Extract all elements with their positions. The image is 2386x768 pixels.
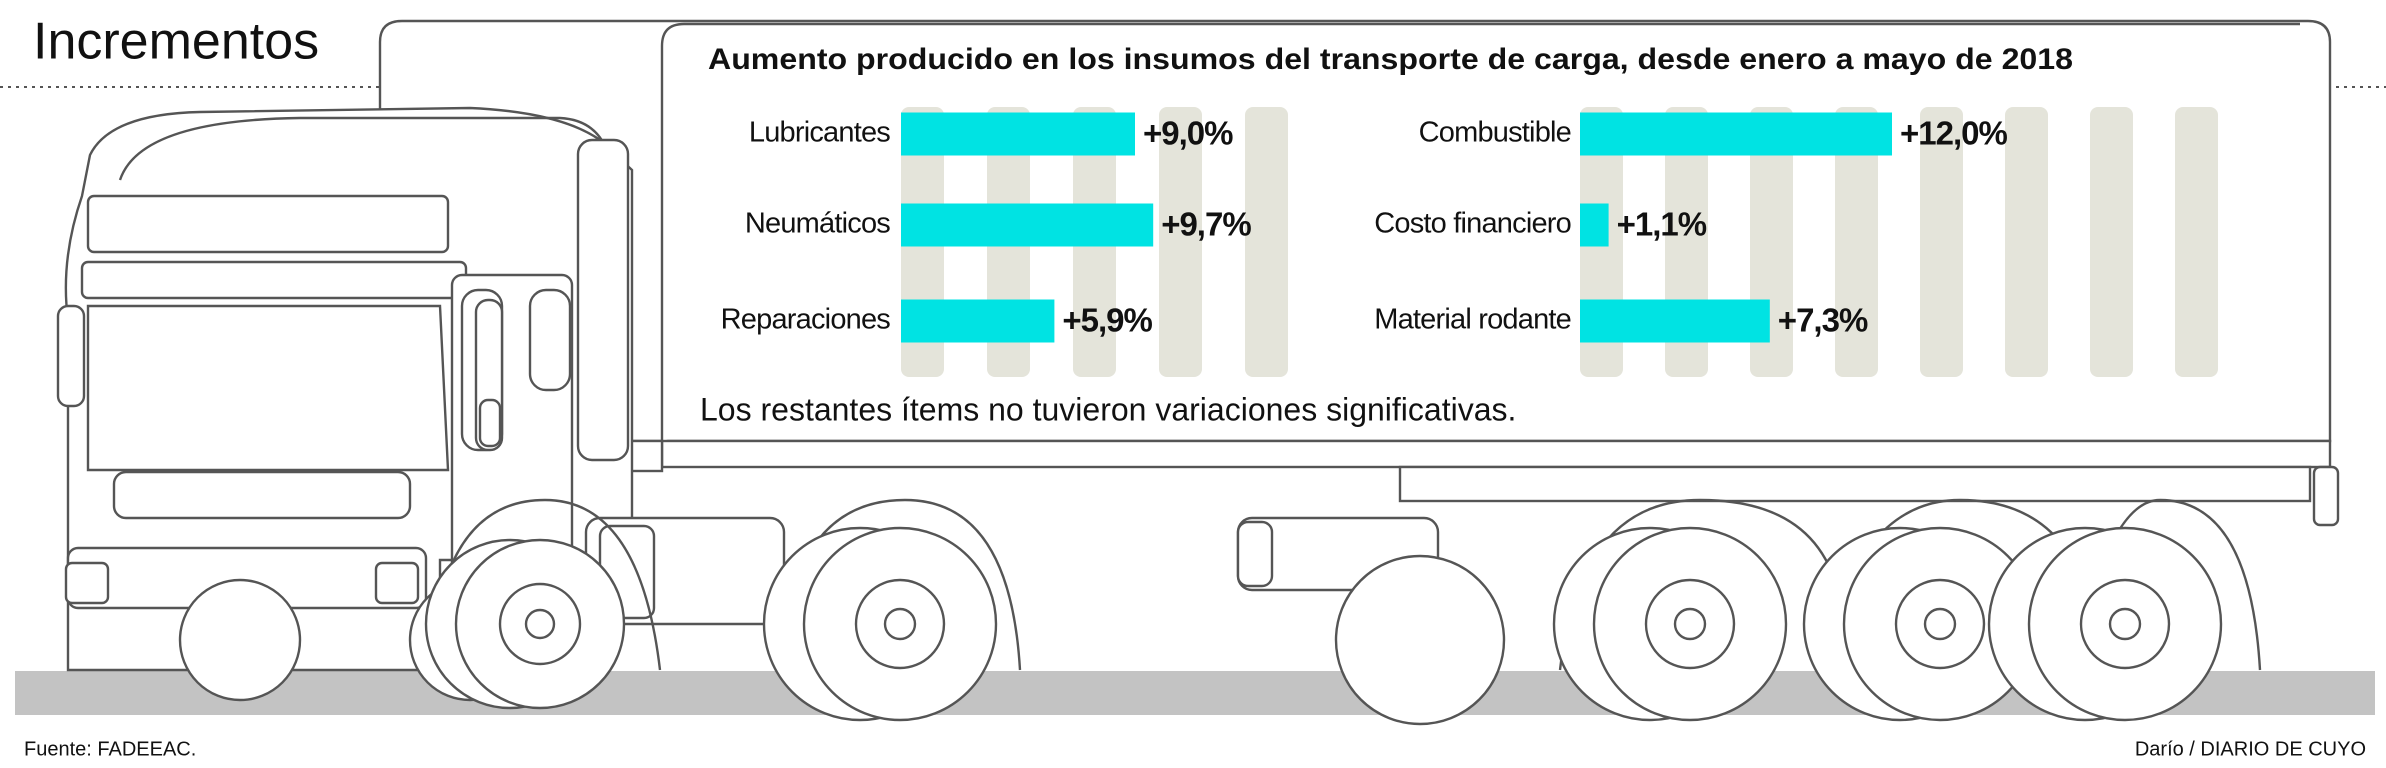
truck-part — [1923, 607, 1957, 641]
background-stripe — [1835, 107, 1878, 377]
category-label: Material rodante — [1374, 304, 1571, 336]
category-label: Combustible — [1419, 117, 1571, 149]
credit: Darío / DIARIO DE CUYO — [2135, 738, 2366, 760]
chart-title: Aumento producido en los insumos del tra… — [708, 43, 2073, 76]
truck-part — [576, 138, 630, 462]
background-stripe — [1920, 107, 1963, 377]
category-label: Lubricantes — [749, 117, 890, 149]
charts: Lubricantes +9,0% Neumáticos +9,7% Reparacio… — [721, 112, 2008, 343]
background-stripe — [2175, 107, 2218, 377]
truck-part — [64, 561, 110, 605]
truck-part — [56, 304, 86, 408]
background-stripe — [1245, 107, 1288, 377]
bar — [901, 112, 1135, 156]
headline: Incrementos — [33, 13, 319, 71]
truck-part — [2108, 607, 2142, 641]
truck-part — [112, 470, 412, 520]
category-label: Reparaciones — [721, 304, 891, 336]
note: Los restantes ítems no tuvieron variacio… — [700, 391, 1516, 427]
value-label: +5,9% — [1062, 302, 1152, 339]
bar — [1580, 112, 1892, 156]
truck-part — [524, 608, 556, 640]
value-label: +7,3% — [1778, 302, 1868, 339]
bar — [1580, 299, 1770, 343]
truck-part — [660, 439, 2332, 469]
truck-part — [374, 561, 420, 605]
truck-part — [883, 607, 917, 641]
source: Fuente: FADEEAC. — [24, 738, 196, 760]
value-label: +12,0% — [1900, 115, 2007, 152]
truck-part — [178, 578, 302, 702]
background-stripe — [2005, 107, 2048, 377]
category-label: Costo financiero — [1374, 208, 1571, 240]
bar — [1580, 203, 1609, 247]
truck-part — [478, 398, 502, 448]
background-stripe — [2090, 107, 2133, 377]
background-stripe — [1159, 107, 1202, 377]
bar — [901, 203, 1154, 247]
truck-part — [80, 260, 468, 300]
value-label: +9,0% — [1143, 115, 1233, 152]
truck-part — [86, 194, 450, 254]
value-label: +1,1% — [1617, 206, 1707, 243]
truck-part — [118, 116, 612, 196]
value-label: +9,7% — [1161, 206, 1251, 243]
truck-part — [528, 288, 572, 392]
truck-part — [86, 304, 450, 472]
truck-part — [1558, 498, 2262, 671]
truck-part — [1236, 520, 1274, 588]
category-label: Neumáticos — [745, 208, 890, 240]
truck-part — [2312, 465, 2340, 527]
bar — [901, 299, 1055, 343]
truck-part — [1673, 607, 1707, 641]
truck-part — [1334, 554, 1506, 726]
truck-part — [1398, 465, 2312, 503]
